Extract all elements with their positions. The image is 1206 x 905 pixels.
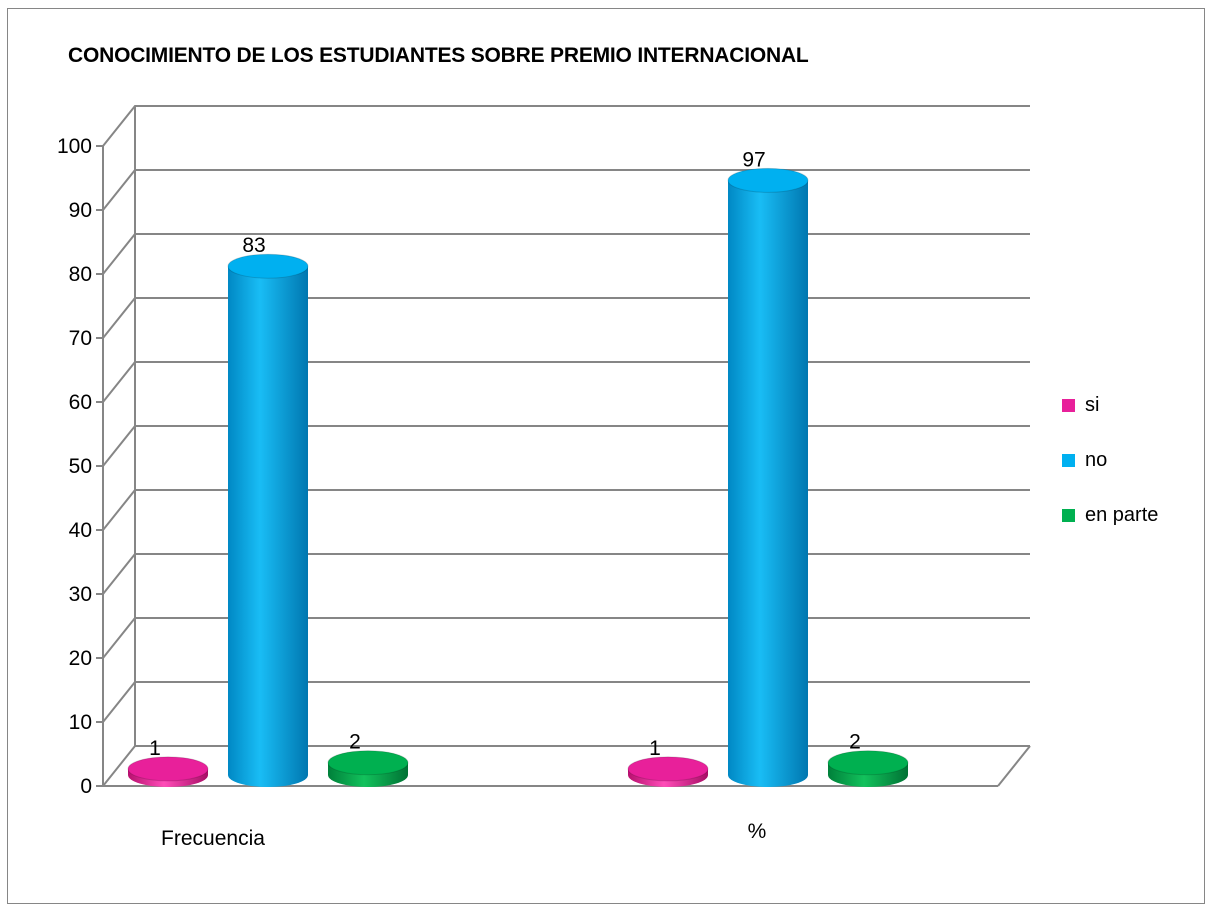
bar-no-1 (727, 167, 809, 787)
x-axis: Frecuencia% (161, 820, 766, 850)
chart-title: CONOCIMIENTO DE LOS ESTUDIANTES SOBRE PR… (68, 44, 809, 67)
data-label: 1 (149, 737, 161, 760)
data-label: 2 (349, 731, 361, 754)
floor-edge (997, 745, 1031, 787)
bar-top (627, 756, 709, 782)
data-labels: 1 83 2 1 97 2 (149, 148, 861, 759)
bar-no-0 (227, 253, 309, 788)
bar-top (727, 167, 809, 193)
legend-item-no: no (1062, 449, 1107, 472)
bar-body (228, 266, 308, 788)
y-tick-label: 0 (80, 775, 92, 798)
bar-body (728, 180, 808, 787)
bar-en-parte-0 (327, 750, 409, 787)
y-tick-label: 50 (69, 455, 92, 478)
y-tick-label: 20 (69, 647, 92, 670)
legend-swatch (1062, 454, 1075, 467)
y-tick-label: 40 (69, 519, 92, 542)
legend-label: si (1085, 394, 1100, 416)
bar-si-0 (127, 756, 209, 787)
legend-item-si: si (1062, 394, 1099, 417)
y-tick-label: 80 (69, 263, 92, 286)
data-label: 97 (742, 148, 765, 171)
y-tick-label: 30 (69, 583, 92, 606)
legend-swatch (1062, 509, 1075, 522)
legend-label: no (1085, 449, 1108, 471)
bar-si-1 (627, 756, 709, 787)
y-tick-label: 90 (69, 199, 92, 222)
chart-frame (7, 8, 1205, 904)
x-tick-label: Frecuencia (161, 827, 265, 850)
legend-label: en parte (1085, 504, 1159, 526)
gridline (102, 169, 1030, 211)
bar-top (327, 750, 409, 776)
y-tick-label: 70 (69, 327, 92, 350)
bar-en-parte-1 (827, 750, 909, 787)
bar-top (127, 756, 209, 782)
bar-top (827, 750, 909, 776)
data-label: 83 (242, 234, 265, 257)
legend-swatch (1062, 399, 1075, 412)
y-tick-label: 10 (69, 711, 92, 734)
bars (127, 167, 909, 788)
x-tick-label: % (748, 820, 767, 843)
y-axis: 0 10 20 30 40 50 60 70 80 90 100 (57, 135, 1031, 798)
gridline (102, 105, 1030, 147)
data-label: 2 (849, 731, 861, 754)
y-tick-label: 100 (57, 135, 92, 158)
legend-item-en-parte: en parte (1062, 504, 1158, 527)
bar-top (227, 253, 309, 279)
y-tick-label: 60 (69, 391, 92, 414)
data-label: 1 (649, 737, 661, 760)
